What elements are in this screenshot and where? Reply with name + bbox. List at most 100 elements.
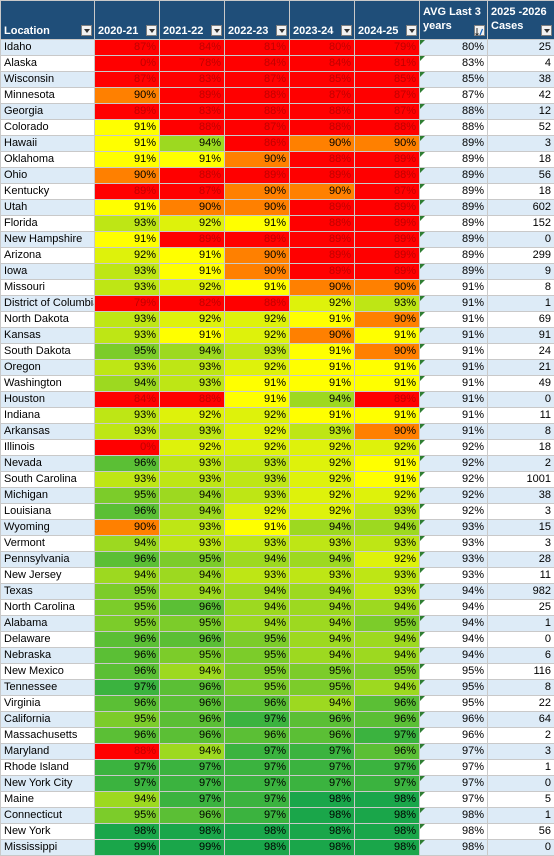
- rate-cell[interactable]: 80%: [290, 40, 355, 56]
- rate-cell[interactable]: 95%: [160, 616, 225, 632]
- rate-cell[interactable]: 91%: [355, 360, 420, 376]
- cases-cell[interactable]: 116: [488, 664, 554, 680]
- location-cell[interactable]: Florida: [1, 216, 95, 232]
- rate-cell[interactable]: 88%: [355, 168, 420, 184]
- rate-cell[interactable]: 95%: [225, 664, 290, 680]
- rate-cell[interactable]: 96%: [95, 456, 160, 472]
- rate-cell[interactable]: 91%: [160, 248, 225, 264]
- rate-cell[interactable]: 95%: [225, 680, 290, 696]
- rate-cell[interactable]: 91%: [290, 312, 355, 328]
- location-cell[interactable]: Hawaii: [1, 136, 95, 152]
- cases-cell[interactable]: 38: [488, 488, 554, 504]
- rate-cell[interactable]: 93%: [290, 568, 355, 584]
- rate-cell[interactable]: 94%: [355, 600, 420, 616]
- average-cell[interactable]: 97%: [420, 744, 488, 760]
- cases-cell[interactable]: 18: [488, 152, 554, 168]
- rate-cell[interactable]: 98%: [290, 840, 355, 856]
- rate-cell[interactable]: 93%: [160, 376, 225, 392]
- average-cell[interactable]: 91%: [420, 328, 488, 344]
- filter-dropdown-icon[interactable]: [146, 25, 157, 36]
- rate-cell[interactable]: 90%: [95, 88, 160, 104]
- average-cell[interactable]: 89%: [420, 168, 488, 184]
- rate-cell[interactable]: 96%: [355, 712, 420, 728]
- location-cell[interactable]: Alaska: [1, 56, 95, 72]
- location-cell[interactable]: Houston: [1, 392, 95, 408]
- cases-cell[interactable]: 64: [488, 712, 554, 728]
- cases-cell[interactable]: 24: [488, 344, 554, 360]
- location-cell[interactable]: Kansas: [1, 328, 95, 344]
- average-cell[interactable]: 95%: [420, 680, 488, 696]
- rate-cell[interactable]: 95%: [95, 808, 160, 824]
- location-cell[interactable]: Minnesota: [1, 88, 95, 104]
- average-cell[interactable]: 95%: [420, 696, 488, 712]
- rate-cell[interactable]: 91%: [160, 328, 225, 344]
- average-cell[interactable]: 93%: [420, 568, 488, 584]
- rate-cell[interactable]: 89%: [160, 232, 225, 248]
- rate-cell[interactable]: 90%: [355, 280, 420, 296]
- rate-cell[interactable]: 91%: [355, 472, 420, 488]
- rate-cell[interactable]: 89%: [95, 184, 160, 200]
- rate-cell[interactable]: 92%: [225, 328, 290, 344]
- location-cell[interactable]: North Dakota: [1, 312, 95, 328]
- cases-cell[interactable]: 91: [488, 328, 554, 344]
- location-cell[interactable]: Massachusetts: [1, 728, 95, 744]
- rate-cell[interactable]: 92%: [355, 488, 420, 504]
- rate-cell[interactable]: 90%: [355, 344, 420, 360]
- location-cell[interactable]: Delaware: [1, 632, 95, 648]
- rate-cell[interactable]: 91%: [225, 216, 290, 232]
- header-2023-24[interactable]: 2023-24: [290, 1, 355, 40]
- rate-cell[interactable]: 93%: [225, 456, 290, 472]
- rate-cell[interactable]: 89%: [290, 232, 355, 248]
- rate-cell[interactable]: 91%: [290, 408, 355, 424]
- rate-cell[interactable]: 98%: [95, 824, 160, 840]
- rate-cell[interactable]: 89%: [160, 88, 225, 104]
- average-cell[interactable]: 97%: [420, 760, 488, 776]
- rate-cell[interactable]: 96%: [160, 600, 225, 616]
- rate-cell[interactable]: 91%: [355, 408, 420, 424]
- cases-cell[interactable]: 1: [488, 616, 554, 632]
- average-cell[interactable]: 94%: [420, 616, 488, 632]
- average-cell[interactable]: 97%: [420, 776, 488, 792]
- average-cell[interactable]: 98%: [420, 824, 488, 840]
- rate-cell[interactable]: 88%: [160, 168, 225, 184]
- rate-cell[interactable]: 87%: [355, 104, 420, 120]
- rate-cell[interactable]: 93%: [95, 312, 160, 328]
- rate-cell[interactable]: 92%: [160, 312, 225, 328]
- rate-cell[interactable]: 95%: [95, 488, 160, 504]
- rate-cell[interactable]: 98%: [355, 824, 420, 840]
- rate-cell[interactable]: 97%: [95, 680, 160, 696]
- rate-cell[interactable]: 89%: [355, 232, 420, 248]
- header-location[interactable]: Location: [1, 1, 95, 40]
- average-cell[interactable]: 95%: [420, 664, 488, 680]
- rate-cell[interactable]: 85%: [290, 72, 355, 88]
- rate-cell[interactable]: 93%: [225, 472, 290, 488]
- sort-ascending-icon[interactable]: [474, 25, 485, 36]
- cases-cell[interactable]: 22: [488, 696, 554, 712]
- cases-cell[interactable]: 25: [488, 40, 554, 56]
- rate-cell[interactable]: 84%: [95, 392, 160, 408]
- rate-cell[interactable]: 96%: [160, 808, 225, 824]
- cases-cell[interactable]: 3: [488, 536, 554, 552]
- location-cell[interactable]: Georgia: [1, 104, 95, 120]
- rate-cell[interactable]: 87%: [290, 88, 355, 104]
- rate-cell[interactable]: 90%: [290, 184, 355, 200]
- rate-cell[interactable]: 95%: [95, 616, 160, 632]
- location-cell[interactable]: Wisconsin: [1, 72, 95, 88]
- rate-cell[interactable]: 91%: [95, 152, 160, 168]
- rate-cell[interactable]: 94%: [225, 584, 290, 600]
- rate-cell[interactable]: 94%: [290, 632, 355, 648]
- rate-cell[interactable]: 79%: [355, 40, 420, 56]
- cases-cell[interactable]: 1: [488, 296, 554, 312]
- rate-cell[interactable]: 81%: [355, 56, 420, 72]
- rate-cell[interactable]: 96%: [160, 728, 225, 744]
- average-cell[interactable]: 92%: [420, 472, 488, 488]
- rate-cell[interactable]: 89%: [355, 392, 420, 408]
- rate-cell[interactable]: 91%: [95, 136, 160, 152]
- rate-cell[interactable]: 94%: [290, 392, 355, 408]
- rate-cell[interactable]: 92%: [225, 424, 290, 440]
- rate-cell[interactable]: 91%: [160, 264, 225, 280]
- rate-cell[interactable]: 95%: [160, 552, 225, 568]
- rate-cell[interactable]: 90%: [355, 136, 420, 152]
- rate-cell[interactable]: 89%: [355, 152, 420, 168]
- rate-cell[interactable]: 94%: [225, 552, 290, 568]
